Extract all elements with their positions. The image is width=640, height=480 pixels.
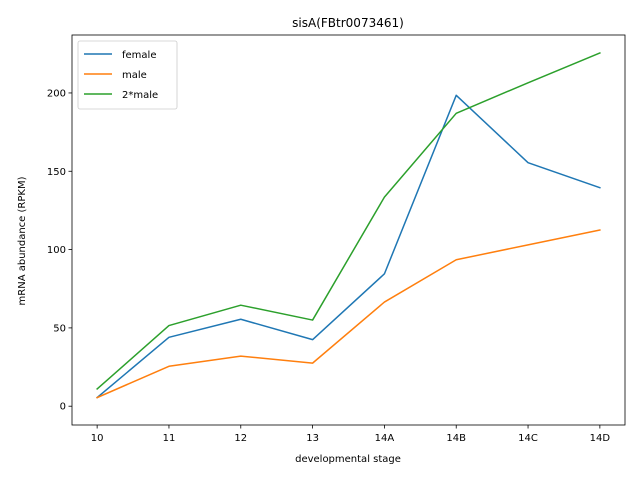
axes-layer: 10 11 12 13 14A 14B 14C 14D 0 50 100 150 200 — [47, 34, 626, 444]
y-tick-label: 150 — [47, 167, 66, 178]
legend-box — [77, 40, 178, 110]
axes-frame — [71, 34, 626, 426]
x-tick-label: 10 — [91, 433, 104, 444]
legend-label-1: male — [122, 70, 147, 81]
y-tick-label: 100 — [47, 245, 66, 256]
legend: female male 2*male — [77, 40, 178, 110]
x-tick-label: 14A — [375, 433, 395, 444]
x-tick-label: 14D — [590, 433, 611, 444]
x-axis-title: developmental stage — [295, 454, 401, 465]
y-axis-title: mRNA abundance (RPKM) — [17, 176, 28, 305]
series-line-1 — [96, 229, 601, 399]
x-tick-label: 14C — [518, 433, 538, 444]
legend-label-2: 2*male — [122, 90, 158, 101]
y-tick-label: 200 — [47, 88, 66, 99]
legend-label-0: female — [122, 50, 156, 61]
x-tick-label: 11 — [163, 433, 176, 444]
series-layer — [96, 52, 601, 399]
x-tick-label: 14B — [446, 433, 466, 444]
y-tick-label: 0 — [60, 402, 66, 413]
x-tick-label: 12 — [234, 433, 247, 444]
chart-title: sisA(FBtr0073461) — [292, 16, 404, 30]
series-line-0 — [96, 94, 601, 399]
series-line-2 — [96, 52, 601, 391]
x-tick-label: 13 — [306, 433, 319, 444]
y-tick-label: 50 — [53, 323, 66, 334]
